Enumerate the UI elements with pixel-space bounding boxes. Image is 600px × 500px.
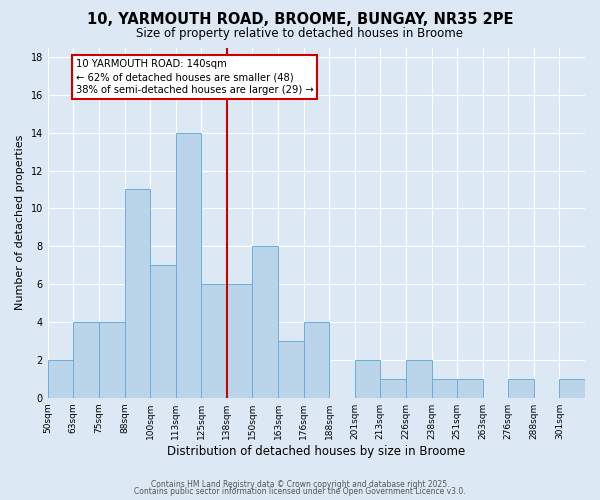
- Text: 10 YARMOUTH ROAD: 140sqm
← 62% of detached houses are smaller (48)
38% of semi-d: 10 YARMOUTH ROAD: 140sqm ← 62% of detach…: [76, 59, 314, 96]
- Bar: [559, 379, 585, 398]
- Text: Contains public sector information licensed under the Open Government Licence v3: Contains public sector information licen…: [134, 487, 466, 496]
- X-axis label: Distribution of detached houses by size in Broome: Distribution of detached houses by size …: [167, 444, 466, 458]
- Bar: [99, 322, 125, 398]
- Bar: [431, 379, 457, 398]
- Bar: [304, 322, 329, 398]
- Bar: [150, 265, 176, 398]
- Bar: [508, 379, 534, 398]
- Bar: [278, 341, 304, 398]
- Bar: [457, 379, 482, 398]
- Bar: [380, 379, 406, 398]
- Bar: [176, 132, 201, 398]
- Text: Size of property relative to detached houses in Broome: Size of property relative to detached ho…: [137, 28, 464, 40]
- Y-axis label: Number of detached properties: Number of detached properties: [15, 135, 25, 310]
- Bar: [48, 360, 73, 398]
- Bar: [227, 284, 253, 398]
- Text: Contains HM Land Registry data © Crown copyright and database right 2025.: Contains HM Land Registry data © Crown c…: [151, 480, 449, 489]
- Text: 10, YARMOUTH ROAD, BROOME, BUNGAY, NR35 2PE: 10, YARMOUTH ROAD, BROOME, BUNGAY, NR35 …: [87, 12, 513, 28]
- Bar: [253, 246, 278, 398]
- Bar: [73, 322, 99, 398]
- Bar: [406, 360, 431, 398]
- Bar: [125, 190, 150, 398]
- Bar: [201, 284, 227, 398]
- Bar: [355, 360, 380, 398]
